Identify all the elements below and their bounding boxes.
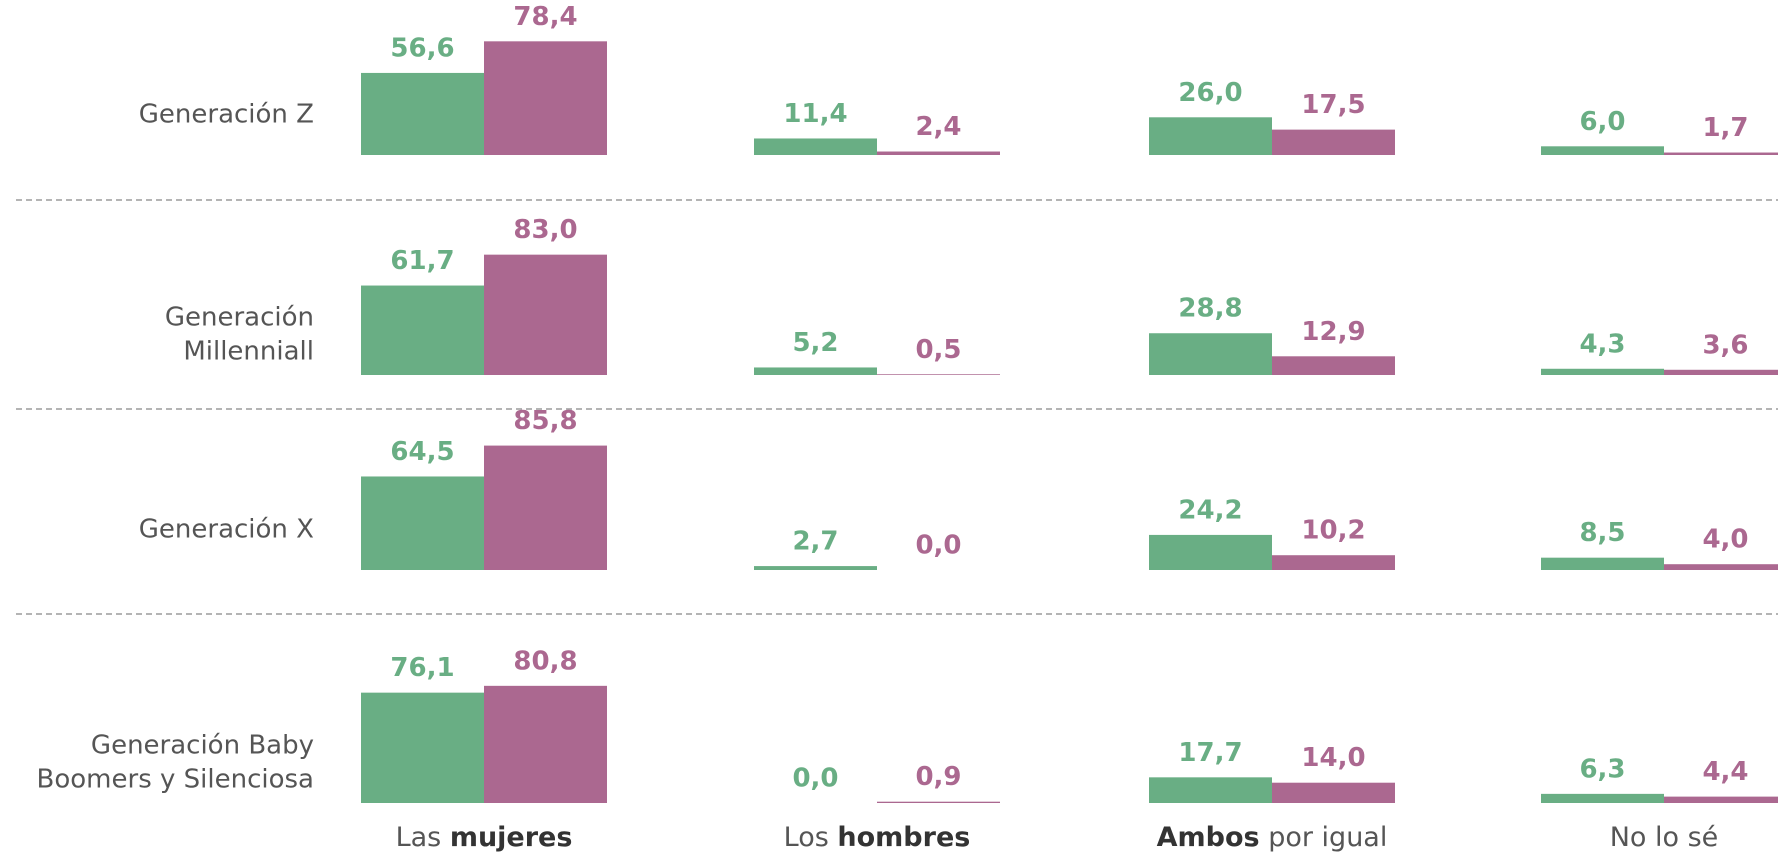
- bar: [1541, 793, 1664, 803]
- value-label: 4,4: [1702, 757, 1748, 787]
- bar: [754, 138, 877, 155]
- row-label: Millenniall: [183, 337, 314, 367]
- bar: [1272, 129, 1395, 155]
- bar: [1664, 564, 1778, 570]
- category-label-part: mujeres: [450, 822, 573, 852]
- bar: [1272, 782, 1395, 803]
- bar: [1272, 356, 1395, 375]
- bar: [754, 566, 877, 570]
- value-label: 6,3: [1579, 754, 1625, 784]
- value-label: 14,0: [1301, 743, 1365, 773]
- bar: [754, 367, 877, 375]
- value-label: 2,4: [915, 112, 961, 142]
- value-label: 10,2: [1301, 516, 1365, 546]
- bar: [1149, 333, 1272, 375]
- value-label: 80,8: [513, 646, 577, 676]
- bar: [1149, 117, 1272, 155]
- row-label: Generación Z: [139, 100, 314, 130]
- value-label: 28,8: [1178, 294, 1242, 324]
- category-label-part: Las: [396, 822, 450, 852]
- category-label-part: por igual: [1260, 822, 1388, 852]
- value-label: 0,9: [915, 762, 961, 792]
- value-label: 76,1: [390, 653, 454, 683]
- bar: [877, 374, 1000, 375]
- value-label: 2,7: [792, 527, 838, 557]
- value-label: 8,5: [1579, 518, 1625, 548]
- category-label-part: Ambos: [1157, 822, 1260, 852]
- bar: [877, 801, 1000, 803]
- value-label: 78,4: [513, 2, 577, 32]
- row-label: Generación: [165, 303, 314, 333]
- value-label: 85,8: [513, 406, 577, 436]
- value-label: 0,0: [915, 531, 961, 561]
- value-label: 64,5: [390, 437, 454, 467]
- value-label: 0,0: [792, 764, 838, 794]
- value-label: 61,7: [390, 246, 454, 276]
- category-label: Los hombres: [784, 822, 971, 852]
- bar: [484, 41, 607, 155]
- bar: [484, 685, 607, 803]
- bar: [361, 692, 484, 803]
- value-label: 24,2: [1178, 495, 1242, 525]
- bar: [361, 285, 484, 375]
- row-label: Boomers y Silenciosa: [37, 765, 314, 795]
- category-label: Las mujeres: [396, 822, 573, 852]
- category-label-part: No lo sé: [1610, 822, 1719, 852]
- bar: [1664, 369, 1778, 375]
- bar: [361, 72, 484, 155]
- row-label: Generación X: [139, 515, 314, 545]
- category-label: Ambos por igual: [1157, 822, 1388, 852]
- value-label: 3,6: [1702, 330, 1748, 360]
- value-label: 6,0: [1579, 107, 1625, 137]
- value-label: 1,7: [1702, 113, 1748, 143]
- value-label: 56,6: [390, 33, 454, 63]
- value-label: 11,4: [783, 99, 847, 129]
- category-label-part: Los: [784, 822, 838, 852]
- bar: [484, 445, 607, 570]
- category-label-part: hombres: [837, 822, 970, 852]
- bar: [361, 476, 484, 570]
- value-label: 17,7: [1178, 738, 1242, 768]
- value-label: 4,0: [1702, 525, 1748, 555]
- row-label: Generación Baby: [91, 731, 314, 761]
- value-label: 12,9: [1301, 317, 1365, 347]
- bar: [484, 254, 607, 375]
- bar: [1149, 777, 1272, 803]
- bar: [1664, 152, 1778, 155]
- value-label: 4,3: [1579, 329, 1625, 359]
- bar: [1541, 557, 1664, 570]
- bar: [1664, 796, 1778, 803]
- bar: [1149, 534, 1272, 570]
- value-label: 83,0: [513, 215, 577, 245]
- value-label: 26,0: [1178, 78, 1242, 108]
- value-label: 17,5: [1301, 90, 1365, 120]
- value-label: 5,2: [792, 328, 838, 358]
- bar: [877, 151, 1000, 155]
- category-label: No lo sé: [1610, 822, 1719, 852]
- bar: [1272, 555, 1395, 570]
- bar: [1541, 146, 1664, 155]
- value-label: 0,5: [915, 335, 961, 365]
- bar: [1541, 368, 1664, 375]
